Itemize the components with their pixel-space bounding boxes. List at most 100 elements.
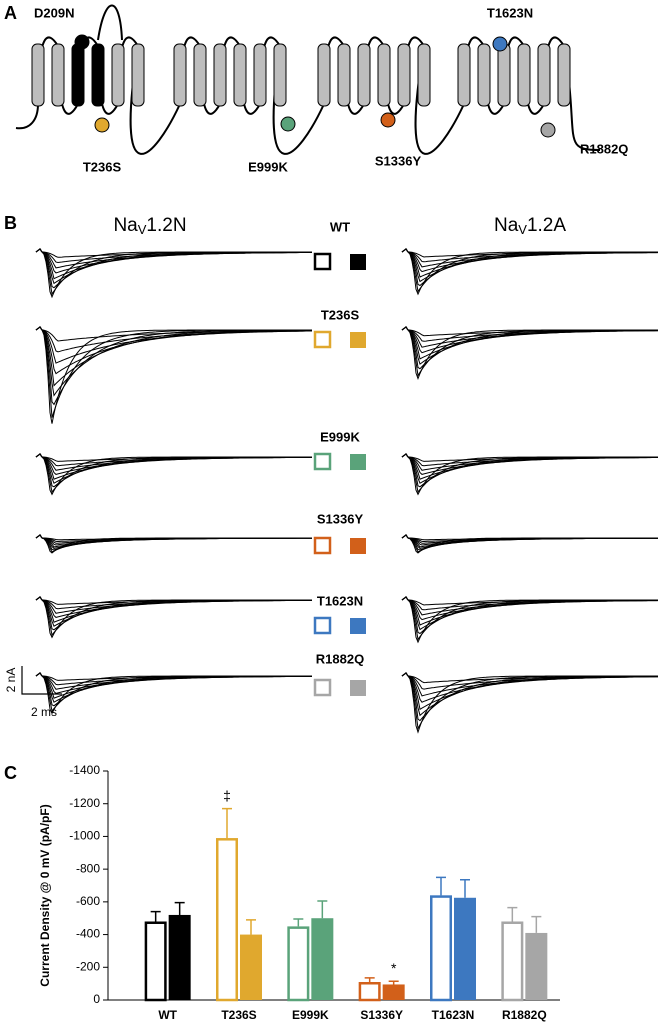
legend-filled (350, 680, 366, 696)
significance-mark: * (391, 960, 397, 976)
current-trace (35, 596, 312, 614)
pore-loop (97, 4, 123, 41)
variant-label: S1336Y (317, 511, 364, 526)
helix (71, 43, 85, 107)
significance-mark: ‡ (223, 787, 231, 803)
helix (337, 43, 351, 107)
y-tick-label: -600 (76, 894, 100, 908)
helix (357, 43, 371, 107)
current-trace (401, 672, 658, 734)
helix (497, 43, 511, 107)
helix (31, 43, 45, 107)
bar (216, 838, 238, 1002)
error-bar (174, 901, 185, 915)
current-trace (35, 326, 312, 418)
current-trace (35, 453, 312, 471)
mutation-label: E999K (248, 159, 288, 174)
error-bar (317, 900, 328, 919)
current-trace (401, 596, 658, 644)
title-part: Na (494, 215, 519, 236)
bar (382, 984, 405, 1000)
helix (557, 43, 571, 107)
bar (311, 918, 334, 1000)
legend-open (313, 616, 332, 635)
helix (517, 43, 531, 107)
current-trace (35, 534, 312, 554)
helix (131, 43, 145, 107)
bar (501, 921, 524, 1002)
panel-label: C (4, 763, 17, 783)
current-trace (401, 326, 658, 381)
bar (430, 895, 452, 1002)
current-trace (401, 248, 658, 296)
bar (525, 932, 548, 1000)
scale-time: 2 ms (31, 705, 57, 719)
y-tick-label: -1000 (69, 829, 100, 843)
error-bar (246, 919, 256, 935)
variant-label: T1623N (317, 593, 363, 608)
legend-open (313, 536, 332, 555)
error-bar (150, 910, 161, 922)
y-tick-label: -400 (76, 927, 100, 941)
helix (111, 43, 125, 107)
backbone (15, 36, 601, 155)
current-trace (401, 453, 658, 496)
current-trace (401, 534, 658, 546)
panel-label: A (4, 3, 17, 23)
title-part: Na (113, 215, 138, 236)
helix (193, 43, 207, 107)
trace-title: NaV1.2N (113, 215, 186, 237)
variant-label: E999K (320, 429, 360, 444)
current-trace (401, 534, 658, 554)
current-trace (35, 672, 312, 715)
mutation-label: D209N (34, 5, 74, 20)
helix (51, 43, 65, 107)
current-trace (35, 326, 312, 342)
legend-open (313, 452, 332, 471)
current-trace (35, 326, 312, 387)
helix (213, 43, 227, 107)
error-bar (388, 980, 399, 985)
title-part: 1.2N (146, 215, 186, 236)
helix (457, 43, 471, 107)
current-trace (35, 453, 312, 496)
x-tick-label: WT (158, 1008, 177, 1022)
y-tick-label: 0 (93, 992, 100, 1006)
x-tick-label: T236S (221, 1008, 256, 1022)
legend-open (313, 678, 332, 697)
current-trace (401, 326, 658, 365)
helix (397, 43, 411, 107)
panel-label: B (4, 213, 17, 233)
helix (377, 43, 391, 107)
scale-current: 2 nA (4, 668, 18, 693)
error-bar (222, 807, 232, 839)
error-bar (531, 915, 542, 933)
title-part: 1.2A (527, 215, 566, 236)
legend-filled (350, 618, 366, 634)
legend-filled (350, 254, 366, 270)
mutation-site (380, 112, 396, 128)
mutation-label: S1336Y (375, 153, 422, 168)
y-tick-label: -1400 (69, 763, 100, 777)
x-tick-label: R1882Q (502, 1008, 547, 1022)
title-sub: V (518, 222, 527, 237)
y-tick-label: -200 (76, 959, 100, 973)
helix (233, 43, 247, 107)
helix (417, 43, 431, 107)
error-bar (293, 918, 304, 927)
y-tick-label: -800 (76, 861, 100, 875)
helix (173, 43, 187, 107)
mutation-site (540, 122, 556, 138)
helix (91, 43, 105, 107)
helix (537, 43, 551, 107)
variant-label: R1882Q (316, 651, 364, 666)
current-trace (401, 672, 658, 703)
error-bar (507, 906, 518, 922)
current-trace (35, 248, 312, 285)
bar (287, 926, 310, 1002)
mutation-label: R1882Q (580, 141, 628, 156)
title-sub: V (138, 222, 147, 237)
y-tick-label: -1200 (69, 796, 100, 810)
legend-filled (350, 538, 366, 554)
